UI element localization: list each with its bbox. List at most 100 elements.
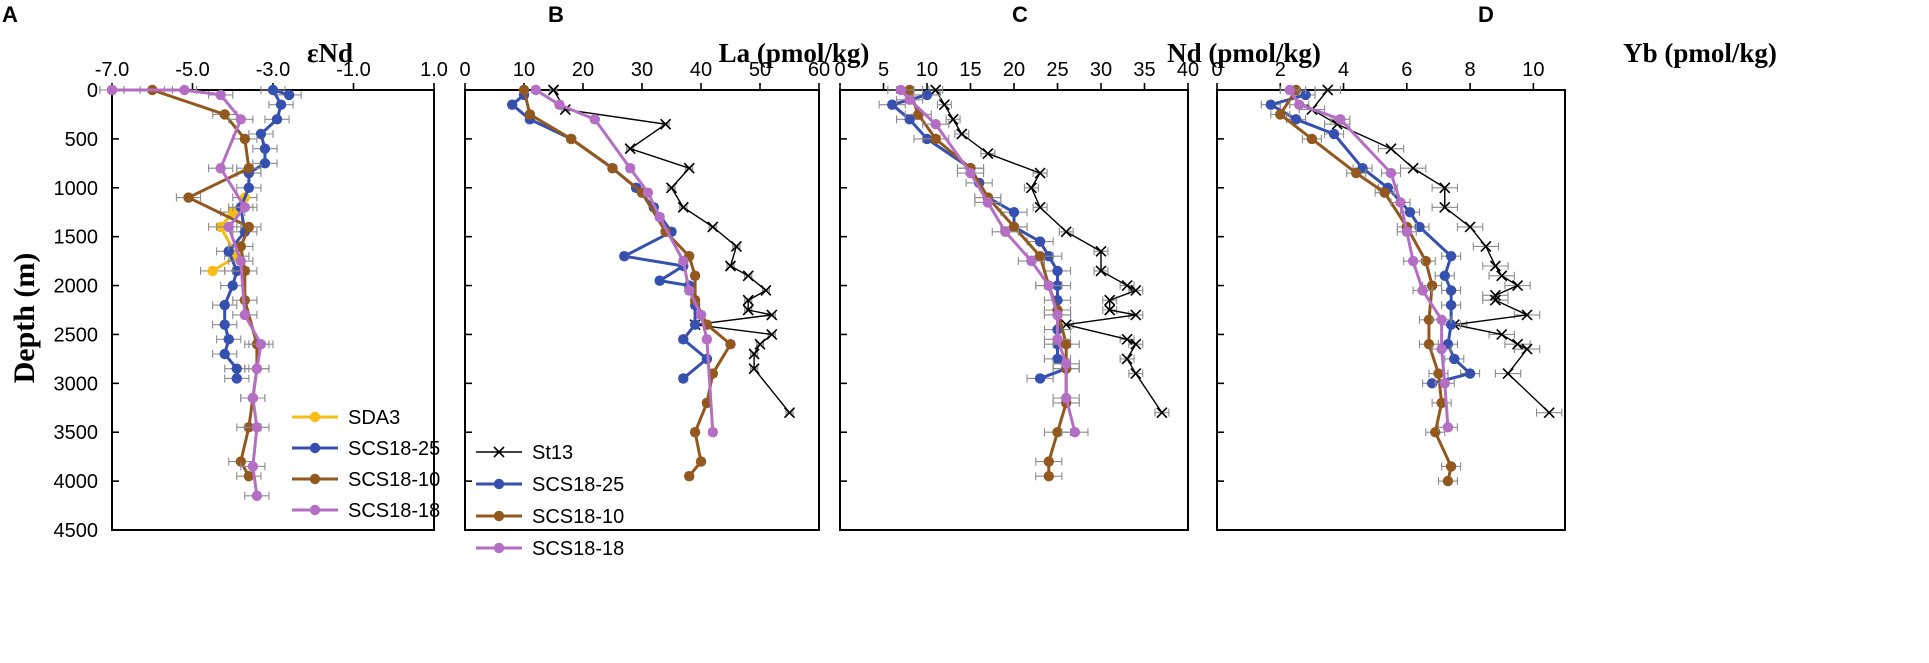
data-point <box>678 373 689 384</box>
series-scs18-25 <box>507 89 713 384</box>
data-point <box>554 99 565 110</box>
series-st13 <box>928 84 1170 419</box>
series-line <box>522 89 732 478</box>
series-line <box>112 88 263 496</box>
legend-label: SCS18-25 <box>532 474 624 496</box>
data-point <box>1439 378 1450 389</box>
legend-marker <box>309 411 321 423</box>
data-point <box>1439 201 1451 213</box>
data-point <box>247 392 259 404</box>
data-point <box>1034 373 1046 384</box>
data-point <box>1423 339 1435 350</box>
panel-title: Nd (pmol/kg) <box>1167 38 1321 68</box>
legend-marker <box>309 504 321 516</box>
data-point <box>683 162 695 174</box>
data-point <box>1430 427 1441 438</box>
x-tick-label: -1.0 <box>336 59 370 81</box>
data-point <box>1130 309 1142 321</box>
data-point <box>742 270 754 282</box>
data-point <box>239 309 251 321</box>
x-tick-label: 6 <box>1401 59 1412 81</box>
y-tick-label: 1500 <box>54 227 99 249</box>
data-point <box>783 407 796 419</box>
data-point <box>742 304 754 316</box>
data-point <box>231 363 242 374</box>
data-point <box>654 275 665 286</box>
data-point <box>624 143 636 155</box>
data-point <box>235 255 246 267</box>
data-point <box>1445 461 1457 472</box>
data-point <box>219 348 230 360</box>
data-point <box>1061 358 1072 369</box>
data-point <box>1351 167 1362 179</box>
x-tick-label: 40 <box>1177 59 1199 81</box>
panel-c: C Nd (pmol/kg) 0 5 10 15 20 25 30 35 40 <box>834 2 1321 531</box>
x-tick-label: 1.0 <box>420 59 448 81</box>
legend-label: SCS18-25 <box>348 438 440 460</box>
data-point <box>1130 338 1142 350</box>
legend-label: SDA3 <box>348 407 400 429</box>
data-point <box>1061 392 1072 404</box>
x-tick-label: 30 <box>1090 59 1112 81</box>
y-tick-label: 1000 <box>54 178 99 200</box>
data-point <box>904 94 915 105</box>
data-point <box>1439 270 1450 281</box>
data-point <box>259 158 271 169</box>
data-point <box>1426 280 1438 291</box>
data-point <box>1436 343 1447 355</box>
data-point <box>982 147 994 160</box>
panel-title: La (pmol/kg) <box>719 38 870 68</box>
data-point <box>1407 255 1419 267</box>
plot-frame <box>1216 89 1566 531</box>
data-point <box>1442 475 1454 487</box>
data-point <box>678 255 689 267</box>
data-point <box>251 422 263 433</box>
data-point <box>1433 368 1444 379</box>
data-point <box>956 128 968 140</box>
x-tick-label: 20 <box>1003 59 1025 81</box>
x-tick-label: -7.0 <box>95 59 129 81</box>
data-point <box>707 427 718 438</box>
x-tick-label: 10 <box>1522 59 1544 81</box>
data-point <box>1322 84 1334 96</box>
data-point <box>1521 309 1533 321</box>
data-point <box>760 284 772 297</box>
data-point <box>689 427 701 438</box>
data-point <box>678 334 689 345</box>
data-point <box>1095 265 1107 277</box>
y-tick-label: 500 <box>65 129 98 151</box>
data-point <box>223 334 234 345</box>
data-point <box>219 109 230 120</box>
data-point <box>1034 236 1046 247</box>
legend: SDA3 SCS18-25 SCS18-10 SCS18-18 <box>292 407 440 522</box>
series-line <box>552 89 791 414</box>
data-point <box>921 89 933 101</box>
panel-a: A εNd -7.0 -5.0 -3.0 -1.0 1.0 0 500 1000 1500 200… <box>2 2 448 542</box>
data-point <box>243 163 255 174</box>
series-line <box>1311 89 1550 414</box>
data-point <box>219 319 230 330</box>
data-point <box>1008 221 1020 233</box>
y-tick-label: 4000 <box>54 471 99 493</box>
data-point <box>725 339 736 350</box>
panel-title: εNd <box>307 38 353 68</box>
data-point <box>1026 255 1037 267</box>
x-tick-label: 0 <box>459 59 470 81</box>
data-point <box>1496 270 1508 282</box>
data-point <box>625 163 636 174</box>
data-point <box>1423 314 1435 325</box>
data-point <box>1104 304 1116 316</box>
data-point <box>1464 221 1476 233</box>
data-point <box>247 461 259 472</box>
data-point <box>1121 333 1133 345</box>
data-point <box>518 84 530 96</box>
series-scs18-25 <box>1260 89 1481 389</box>
data-point <box>1130 367 1142 380</box>
data-point <box>1052 309 1063 321</box>
x-tick-label: 15 <box>959 59 981 81</box>
data-point <box>1060 226 1072 238</box>
legend-marker <box>309 473 321 485</box>
data-point <box>227 207 238 218</box>
x-tick-label: 30 <box>631 59 653 81</box>
data-point <box>1052 334 1063 345</box>
